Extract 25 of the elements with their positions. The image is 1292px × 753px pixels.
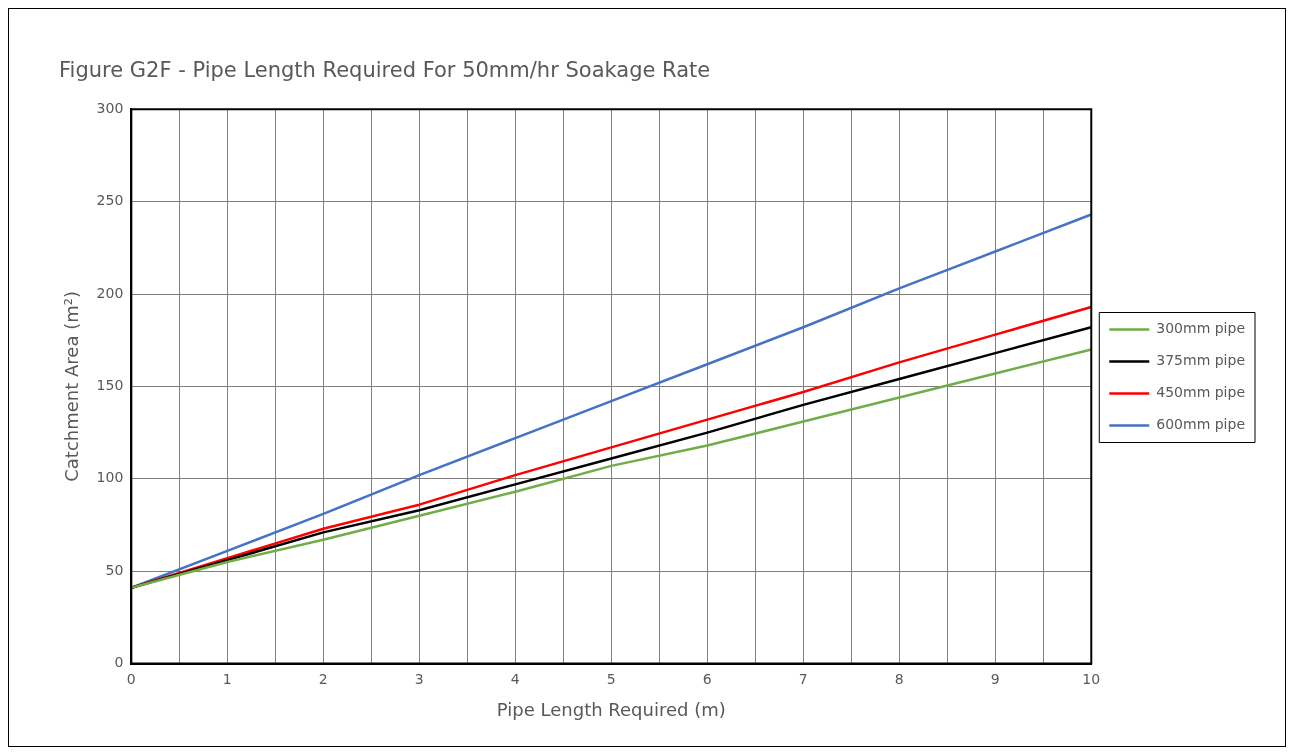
- x-tick-label: 5: [606, 670, 616, 687]
- x-tick-label: 8: [894, 670, 904, 687]
- x-tick-label: 2: [318, 670, 328, 687]
- legend-label: 450mm pipe: [1156, 384, 1246, 401]
- legend-label: 600mm pipe: [1156, 416, 1246, 433]
- x-axis-title: Pipe Length Required (m): [496, 698, 726, 720]
- x-tick-label: 1: [222, 670, 232, 687]
- y-tick-label: 200: [96, 284, 124, 301]
- y-tick-label: 0: [114, 654, 124, 671]
- legend-label: 300mm pipe: [1156, 320, 1246, 337]
- y-tick-label: 50: [105, 561, 124, 578]
- x-tick-label: 3: [414, 670, 424, 687]
- x-tick-label: 10: [1082, 670, 1101, 687]
- x-tick-label: 9: [990, 670, 1000, 687]
- y-axis-title: Catchment Area (m²): [61, 291, 83, 482]
- y-tick-label: 300: [96, 99, 124, 116]
- x-tick-label: 0: [126, 670, 136, 687]
- x-tick-label: 4: [510, 670, 520, 687]
- x-tick-label: 6: [702, 670, 712, 687]
- chart-title: Figure G2F - Pipe Length Required For 50mm/hr Soakage Rate: [59, 58, 711, 83]
- legend-label: 375mm pipe: [1156, 352, 1246, 369]
- x-tick-label: 7: [798, 670, 808, 687]
- y-tick-label: 250: [96, 192, 124, 209]
- y-tick-label: 100: [96, 469, 124, 486]
- y-tick-label: 150: [96, 377, 124, 394]
